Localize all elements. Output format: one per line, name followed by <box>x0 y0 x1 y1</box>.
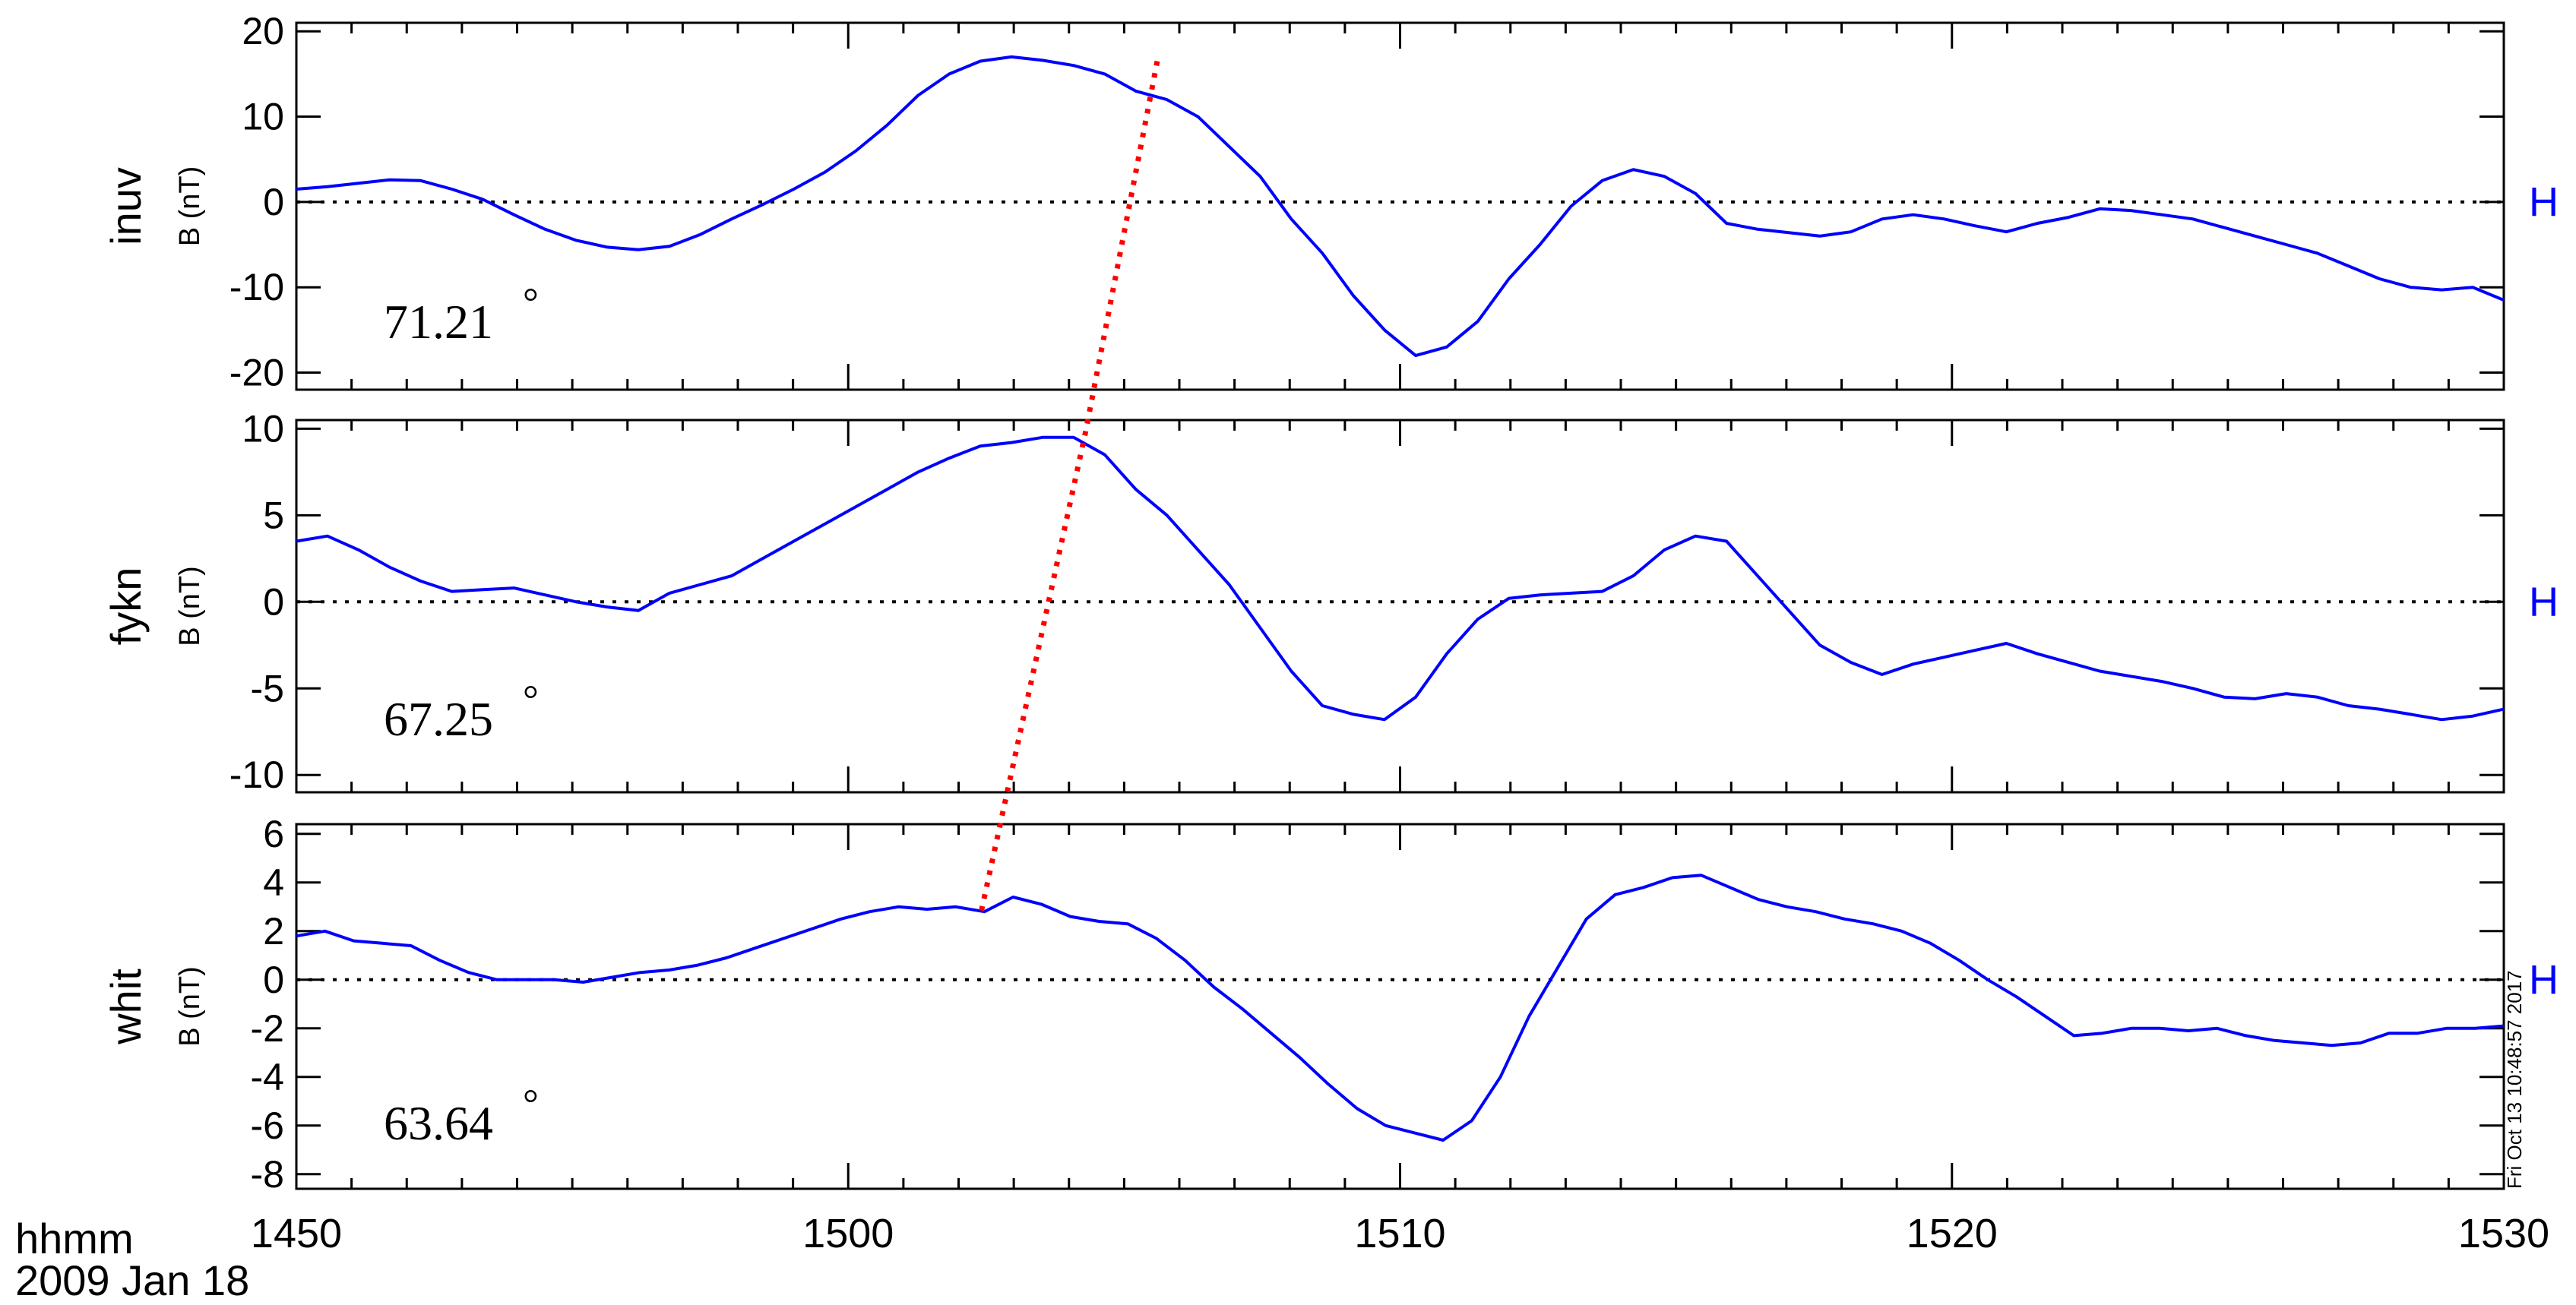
component-label: H <box>2529 579 2559 624</box>
series-line-inuv <box>296 55 2505 358</box>
station-label: inuv <box>102 167 150 245</box>
y-tick-label: 2 <box>263 910 284 953</box>
degree-symbol: ° <box>523 1082 539 1126</box>
plot-timestamp: Fri Oct 13 10:48:57 2017 <box>2503 970 2526 1189</box>
y-tick-label: -8 <box>251 1153 284 1196</box>
y-tick-label: 5 <box>263 494 284 536</box>
propagation-marker <box>978 60 1160 915</box>
x-tick-label: 1520 <box>1907 1211 1998 1256</box>
y-axis-label: B (nT) <box>174 566 206 646</box>
panel-frame <box>295 823 2505 1190</box>
y-tick-label: 0 <box>263 580 284 623</box>
y-tick-label: 0 <box>263 959 284 1001</box>
panel-inuv: -20 -10 0 10 20 inuv B (nT) 71.21 ° H <box>102 10 2559 393</box>
y-tick-label: -2 <box>251 1007 284 1050</box>
y-tick-label: 20 <box>242 10 284 52</box>
marker-line <box>978 60 1160 915</box>
component-label: H <box>2529 957 2559 1003</box>
x-tick-label: 1530 <box>2458 1211 2549 1256</box>
y-tick-label: -10 <box>229 266 284 308</box>
degree-symbol: ° <box>523 678 539 722</box>
y-tick-label: -10 <box>229 754 284 796</box>
degree-symbol: ° <box>523 281 539 324</box>
x-tick-label: 1450 <box>251 1211 342 1256</box>
latitude-label: 71.21 <box>384 295 493 349</box>
y-tick-label: 0 <box>263 181 284 223</box>
station-label: whit <box>102 968 150 1045</box>
y-tick-label: 4 <box>263 861 284 904</box>
y-tick-label: 10 <box>242 96 284 138</box>
y-tick-label: 10 <box>242 407 284 450</box>
x-tick-label: 1510 <box>1354 1211 1445 1256</box>
latitude-label: 63.64 <box>384 1096 493 1150</box>
y-axis-label: B (nT) <box>174 166 206 247</box>
date-label: 2009 Jan 18 <box>15 1256 249 1304</box>
x-tick-label: 1500 <box>802 1211 894 1256</box>
y-tick-label: -20 <box>229 352 284 394</box>
y-tick-label: -4 <box>251 1056 284 1098</box>
x-unit-label: hhmm <box>15 1215 134 1262</box>
series-line-fykn <box>296 435 2505 722</box>
panel-fykn: -10 -5 0 5 10 fykn B (nT) 67.25 ° H <box>102 407 2559 796</box>
station-label: fykn <box>102 567 150 646</box>
y-axis-label: B (nT) <box>174 966 206 1047</box>
y-tick-label: -5 <box>251 667 284 709</box>
x-axis: 1450 1500 1510 1520 1530 <box>251 1211 2549 1256</box>
panel-frame <box>295 21 2505 391</box>
y-tick-label: -6 <box>251 1104 284 1147</box>
latitude-label: 67.25 <box>384 692 493 746</box>
component-label: H <box>2529 179 2559 225</box>
panel-whit: -8 -6 -4 -2 0 2 4 6 whit B (nT) 63.64 ° H <box>102 813 2559 1196</box>
panel-frame <box>295 419 2505 794</box>
series-line-whit <box>296 874 2505 1142</box>
y-tick-label: 6 <box>263 813 284 855</box>
